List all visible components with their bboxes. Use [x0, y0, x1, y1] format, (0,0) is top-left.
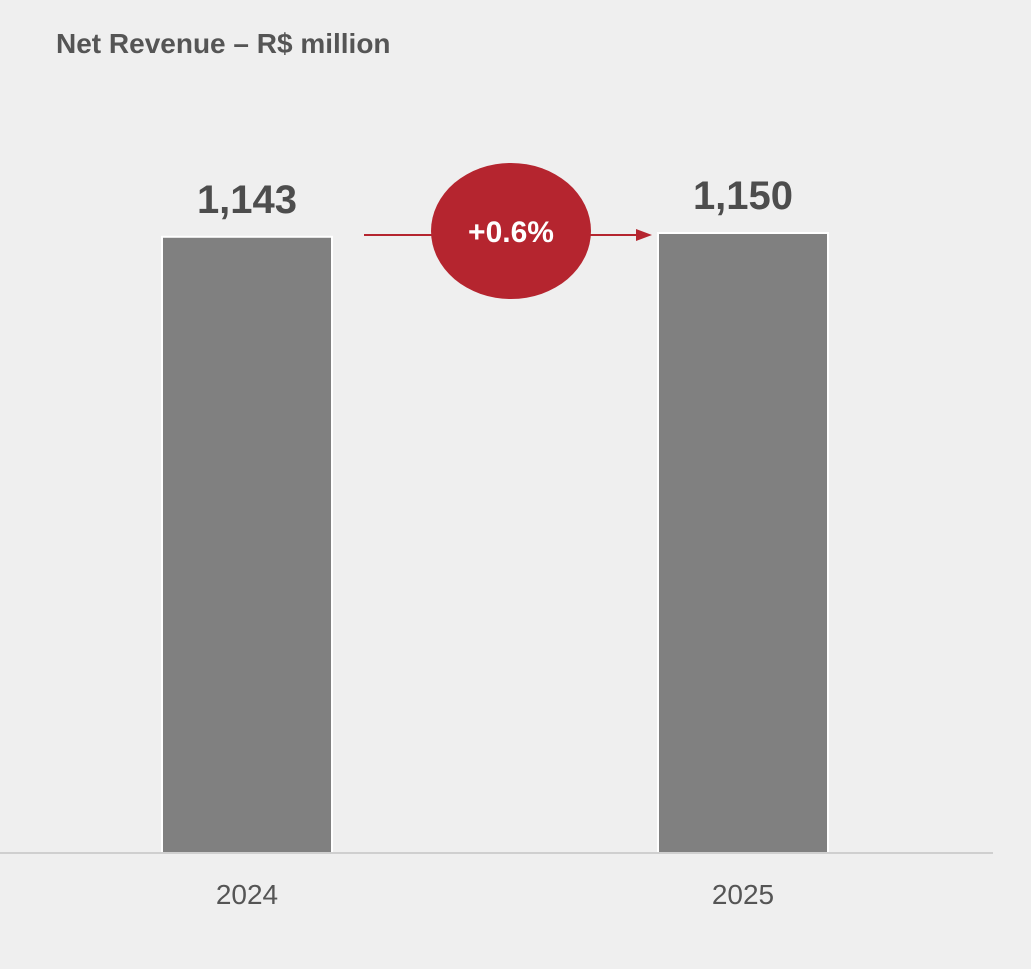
change-annotation: +0.6%	[364, 163, 652, 299]
bar-2025	[657, 232, 829, 854]
change-badge-label: +0.6%	[468, 216, 554, 249]
change-badge	[431, 163, 591, 299]
bar-value-label: 1,150	[693, 174, 793, 218]
x-tick-label: 2024	[216, 879, 278, 910]
x-tick-label: 2025	[712, 879, 774, 910]
labels-group: 1,143 2024 1,150 2025	[197, 174, 793, 910]
bars-group	[161, 232, 829, 854]
change-arrow-head	[636, 229, 652, 241]
bar-2024	[161, 235, 333, 854]
bar-value-label: 1,143	[197, 178, 297, 222]
chart-title: Net Revenue – R$ million	[56, 28, 391, 59]
